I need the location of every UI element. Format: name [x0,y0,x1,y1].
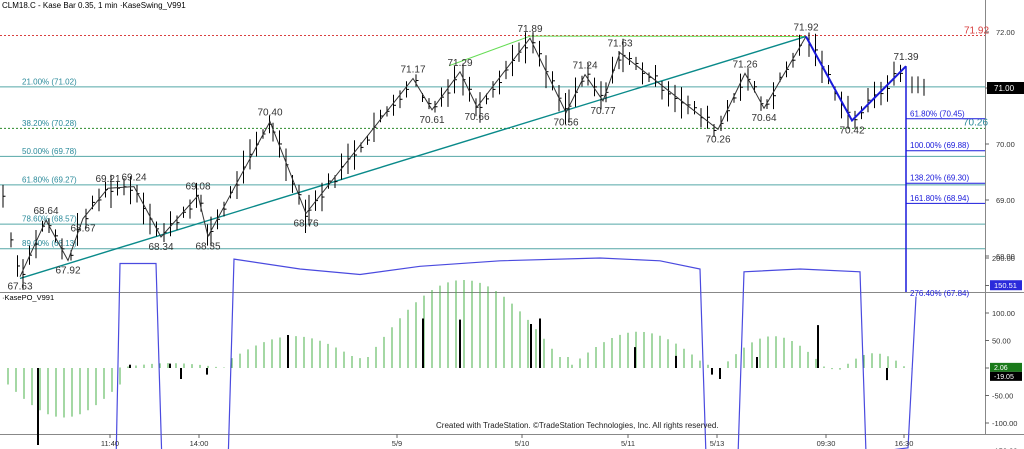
fib-label: 50.00% (69.78) [22,147,77,156]
price-tick-label: 68.00 [996,252,1015,261]
osc-value-label: 150.51 [994,281,1017,290]
fib-label: 89.00% (68.13) [22,239,77,248]
oscillator-line [115,257,917,449]
last-price-box [987,82,1024,94]
swing-label: 68.35 [195,241,220,252]
uptrend-line [19,35,807,280]
fib-label: 61.80% (69.27) [22,175,77,184]
swing-label: 69.21 [95,174,120,185]
osc-tick-label: -100.00 [992,419,1017,428]
swing-zigzag [19,36,807,277]
swing-label: 70.64 [751,113,776,124]
osc-hist-label: 2.06 [994,365,1008,372]
swing-labels: 67.63 68.64 67.92 68.67 69.21 69.24 68.34 69.08… [7,22,918,292]
swing-label: 71.92 [793,22,818,33]
support-label: 70.26 [963,117,988,128]
swing-lines [19,36,807,277]
resistance-label: 71.92 [964,25,989,36]
projection-lines: 61.80% (70.45) 100.00% (69.88) 138.20% (69… [805,36,985,298]
osc-tick-label: 100.00 [992,309,1015,318]
swing-label: 68.76 [293,218,318,229]
projection-label: 161.80% (68.94) [910,194,969,203]
swing-label: 70.66 [464,112,489,123]
fib-label: 21.00% (71.02) [22,77,77,86]
osc-value-box [990,280,1022,291]
green-swing-line [448,35,531,67]
credit-text: Created with TradeStation. ©TradeStation… [436,421,719,430]
swing-label: 69.08 [185,182,210,193]
osc-tick-label: 200.00 [992,254,1015,263]
fib-label: 38.20% (70.28) [22,119,77,128]
indicator-title: ·KasePO_V991 [2,293,54,302]
price-tick-label: 72.00 [996,28,1015,37]
swing-label: 70.26 [705,134,730,145]
time-tick-label: 5/10 [515,439,530,448]
time-tick-label: 16:30 [895,439,914,448]
swing-label: 67.63 [7,282,32,293]
key-level-lines: 71.92 70.26 [0,25,989,128]
swing-label: 70.77 [590,106,615,117]
projection-label: 276.40% (67.84) [910,289,969,298]
projection-zigzag [805,36,907,123]
time-tick-label: 14:00 [190,439,209,448]
chart-title: CLM18.C - Kase Bar 0.35, 1 min ·KaseSwin… [2,1,186,10]
swing-label: 71.17 [400,64,425,75]
projection-label: 61.80% (70.45) [910,109,965,118]
swing-label: 71.24 [572,61,597,72]
price-tick-label: 70.00 [996,140,1015,149]
fib-retracement-lines: 21.00% (71.02) 38.20% (70.28) 50.00% (69.7… [0,77,985,250]
projection-label: 138.20% (69.30) [910,174,969,183]
oscillator-axis: 200.00150.00100.0050.000.00-50.00-100.00… [985,254,1022,449]
swing-label: 71.89 [517,24,542,35]
time-tick-label: 09:30 [817,439,836,448]
swing-label: 71.29 [447,58,472,69]
time-tick-label: 5/9 [392,439,402,448]
trend-lines [19,35,807,280]
osc-neg-box [990,371,1022,381]
swing-label: 68.64 [33,206,58,217]
swing-label: 67.92 [55,265,80,276]
swing-label: 68.67 [70,223,95,234]
swing-label: 71.39 [893,52,918,63]
kasepo-line [115,257,917,449]
swing-label: 70.56 [553,118,578,129]
swing-label: 71.26 [732,59,757,70]
swing-label: 68.34 [148,242,173,253]
swing-label: 70.61 [419,115,444,126]
osc-tick-label: -50.00 [992,392,1013,401]
osc-tick-label: 50.00 [992,337,1011,346]
swing-label: 70.42 [839,125,864,136]
swing-label: 71.63 [607,39,632,50]
osc-tick-label: -150.00 [992,447,1017,449]
osc-hist-box [990,362,1022,372]
last-price-label: 71.00 [994,84,1015,93]
oscillator-histogram [7,280,913,445]
time-tick-label: 5/11 [621,439,635,448]
time-tick-label: 11:40 [101,439,119,448]
fib-label: 78.60% (68.57) [22,215,77,224]
swing-label: 70.40 [257,108,282,119]
price-tick-label: 69.00 [996,196,1015,205]
projection-label: 100.00% (69.88) [910,141,969,150]
time-tick-label: 5/13 [710,439,725,448]
osc-neg-label: -19.05 [994,374,1014,381]
swing-label: 69.24 [121,173,146,184]
time-axis[interactable]: 11:40 14:00 5/9 5/10 5/11 5/13 09:30 16:30 [101,434,914,448]
